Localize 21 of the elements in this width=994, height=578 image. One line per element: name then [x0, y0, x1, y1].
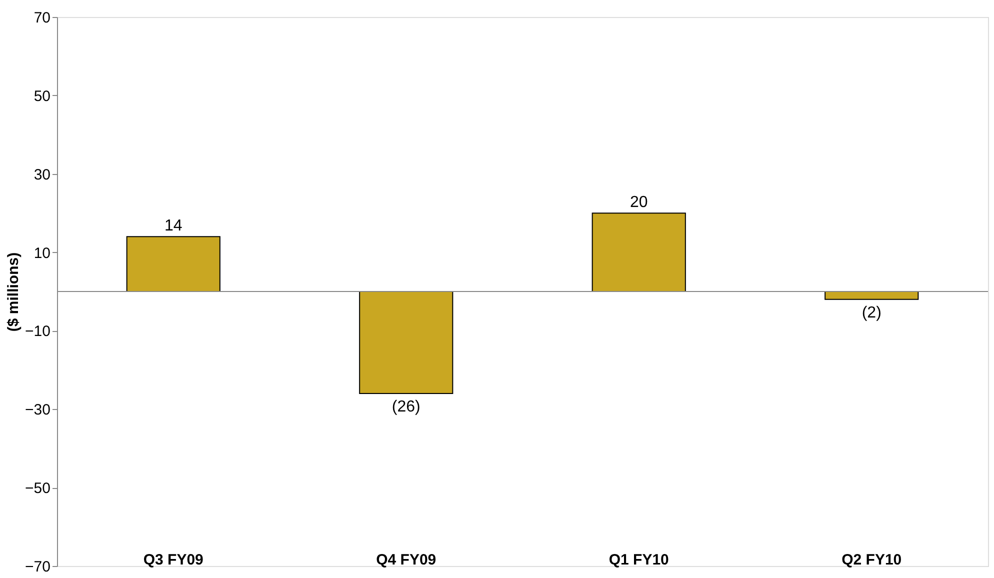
bar: [592, 212, 686, 292]
y-tick-label: 50: [34, 88, 50, 105]
y-tick-label: −50: [25, 480, 50, 498]
x-tick-label: Q4 FY09: [376, 552, 436, 568]
x-tick-label: Q3 FY09: [143, 552, 204, 568]
y-tick-label: 70: [34, 10, 50, 26]
y-tick-label: −70: [25, 558, 50, 576]
data-label: 20: [630, 194, 648, 212]
data-label: 14: [164, 218, 182, 235]
bar: [359, 291, 454, 394]
y-tick-label: 10: [34, 244, 50, 262]
x-tick-label: Q1 FY10: [608, 552, 669, 568]
y-axis-title: ($ millions): [5, 252, 22, 332]
bar: [126, 236, 220, 292]
y-tick-label: 30: [34, 166, 50, 184]
y-tick-label: −30: [25, 402, 50, 419]
data-label: (26): [392, 398, 420, 416]
y-tick-label: −10: [25, 323, 50, 340]
x-tick-label: Q2 FY10: [842, 552, 902, 568]
bar: [824, 291, 919, 300]
data-label: (2): [862, 304, 882, 322]
